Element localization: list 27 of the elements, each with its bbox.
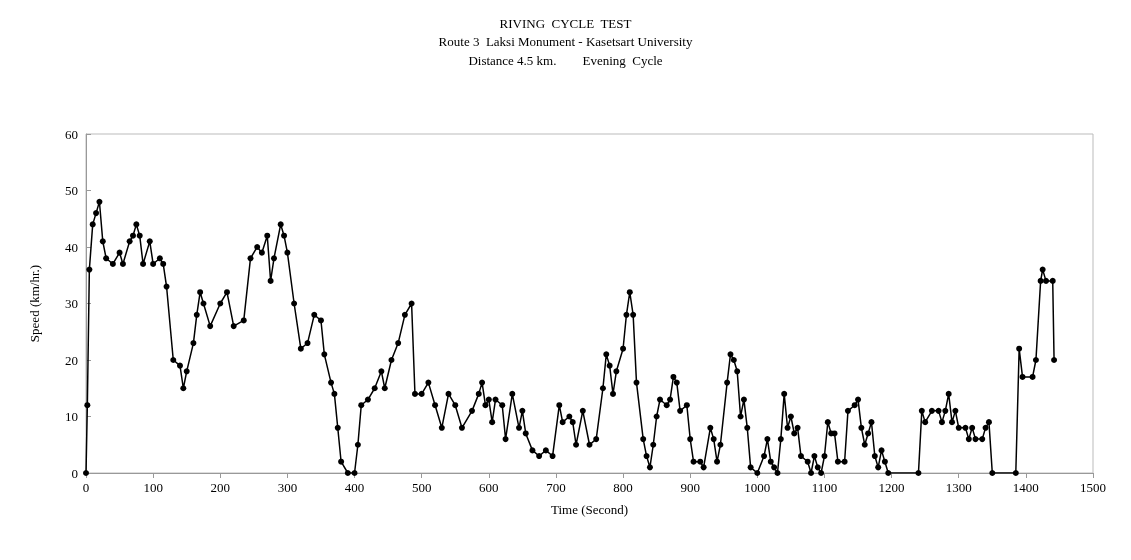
- x-tick-label: 700: [546, 480, 566, 495]
- x-tick-label: 300: [277, 480, 298, 495]
- y-tick-label: 60: [65, 126, 78, 142]
- chart-subtitle: Route 3 Laksi Monument - Kasetsart University Distance 4.5 km. Evening Cycle: [438, 34, 693, 68]
- y-tick-label: 0: [71, 465, 78, 481]
- y-tick-label: 10: [65, 409, 78, 424]
- x-tick-label: 1300: [945, 480, 972, 495]
- x-tick-label: 1100: [811, 480, 838, 495]
- x-tick-label: 0: [82, 480, 90, 495]
- y-tick-label: 50: [65, 183, 78, 198]
- x-tick-label: 500: [411, 480, 432, 495]
- x-tick-label: 1200: [878, 480, 905, 495]
- chart-title: RIVING CYCLE TEST: [499, 16, 632, 31]
- y-axis-title: Speed (km/hr.): [27, 264, 42, 343]
- x-tick-label: 600: [479, 480, 499, 495]
- y-tick-label: 40: [65, 239, 78, 255]
- x-tick-label: 1000: [744, 480, 771, 495]
- y-tick-label: 20: [65, 352, 78, 368]
- x-tick-label: 1500: [1080, 480, 1106, 495]
- x-tick-label: 900: [680, 480, 700, 495]
- x-tick-label: 400: [344, 480, 365, 495]
- x-tick-label: 800: [613, 480, 633, 495]
- x-axis-title: Time (Second): [550, 502, 629, 517]
- x-tick-label: 100: [143, 480, 163, 495]
- x-tick-label: 1400: [1012, 480, 1039, 495]
- y-tick-label: 30: [65, 296, 78, 311]
- x-tick-label: 200: [210, 480, 231, 495]
